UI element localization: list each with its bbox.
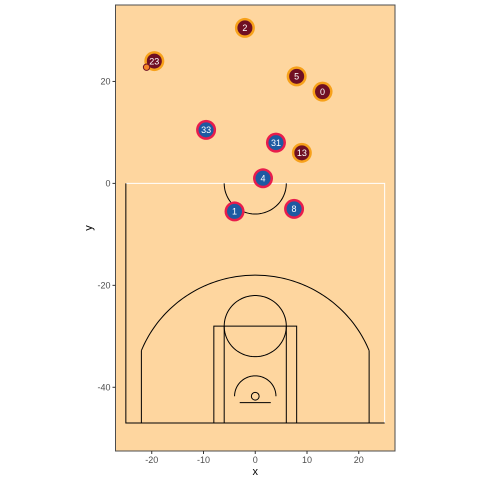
player-marker: 0 [312, 81, 333, 102]
player-dot [237, 20, 253, 36]
player-number: 23 [149, 56, 159, 66]
lane-outer [213, 325, 298, 423]
player-dot [294, 145, 310, 161]
player-dot [289, 68, 305, 84]
player-marker: 5 [286, 66, 307, 87]
player-number: 0 [320, 87, 325, 97]
player-marker: 31 [265, 132, 286, 153]
y-tick-label: -40 [97, 382, 110, 392]
player-number: 5 [294, 72, 299, 82]
x-tick-label: 20 [354, 455, 364, 465]
player-marker: 1 [224, 201, 245, 222]
player-number: 33 [201, 125, 211, 135]
player-marker: 8 [284, 198, 305, 219]
hoop [250, 391, 260, 401]
player-marker: 13 [291, 142, 312, 163]
y-tick-label: 20 [100, 76, 110, 86]
player-dot [315, 84, 331, 100]
ball [142, 63, 151, 71]
x-axis-title: x [253, 466, 259, 478]
player-dot [227, 203, 243, 219]
free-throw-circle [223, 295, 287, 358]
player-number: 2 [242, 23, 247, 33]
player-number: 8 [292, 204, 297, 214]
center-circle-arc [223, 183, 287, 215]
y-axis: -40 -20 0 20 [97, 76, 116, 392]
court-lines [125, 182, 386, 424]
y-tick-label: -20 [97, 280, 110, 290]
x-tick-label: 10 [302, 455, 312, 465]
x-tick-label: -10 [197, 455, 210, 465]
three-point-arc [140, 274, 370, 351]
y-axis-title: y [83, 225, 95, 231]
player-markers: 2 23 5 0 13 33 31 4 1 8 [142, 17, 333, 222]
x-axis: -20 -10 0 10 20 [145, 451, 364, 465]
court-boundary [125, 183, 385, 424]
plot-panel [115, 4, 396, 452]
player-dot [286, 201, 302, 217]
player-number: 13 [297, 148, 307, 158]
y-tick-label: 0 [105, 178, 110, 188]
player-marker: 4 [253, 168, 274, 189]
x-tick-label: 0 [253, 455, 258, 465]
restricted-area-arc [234, 375, 277, 397]
player-marker: 33 [196, 119, 217, 140]
player-dot [268, 135, 284, 151]
player-dot [146, 53, 162, 69]
court-boundary-white [125, 182, 386, 423]
lane-inner [223, 326, 287, 423]
player-dot [198, 122, 214, 138]
player-dot [255, 170, 271, 186]
player-number: 31 [271, 138, 281, 148]
player-number: 1 [232, 207, 237, 217]
x-tick-label: -20 [145, 455, 158, 465]
player-marker: 2 [234, 17, 255, 38]
player-number: 4 [261, 174, 266, 184]
